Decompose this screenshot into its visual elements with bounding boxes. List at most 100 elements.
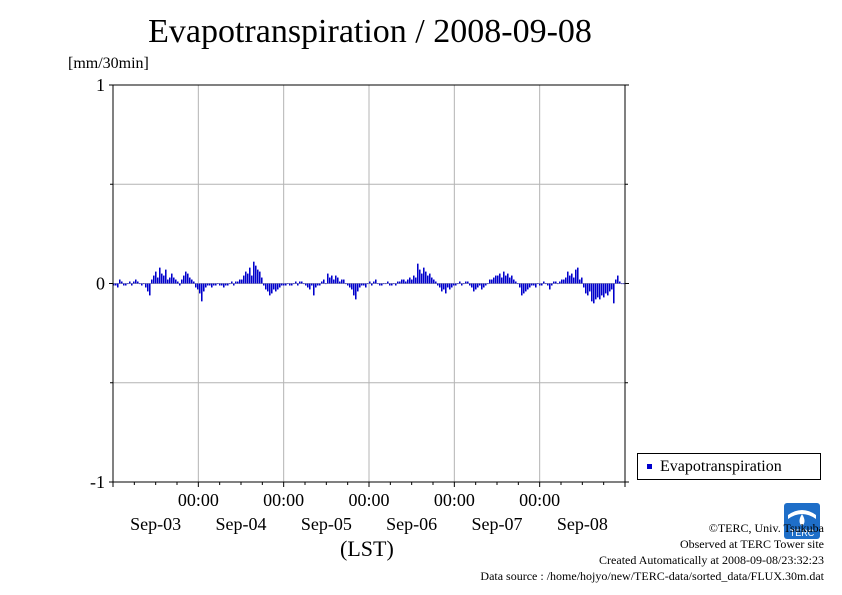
bar (593, 283, 595, 304)
bar (169, 277, 171, 284)
bar (219, 283, 221, 286)
bar (545, 283, 547, 285)
bar (543, 281, 545, 284)
y-tick-label: 1 (96, 75, 105, 95)
x-tick-label: 00:00 (178, 490, 219, 510)
bar (547, 283, 549, 286)
bar (133, 281, 135, 284)
bar (513, 279, 515, 284)
bar (293, 283, 295, 285)
bar (621, 283, 623, 285)
x-tick-label: 00:00 (434, 490, 475, 510)
bar (117, 283, 119, 288)
bar (371, 283, 373, 286)
x-date-label: Sep-05 (301, 514, 352, 534)
bar (373, 281, 375, 284)
bar (527, 283, 529, 290)
bar (495, 275, 497, 284)
bar (195, 283, 197, 288)
bar (295, 281, 297, 284)
bar (237, 281, 239, 284)
x-tick-label: 00:00 (263, 490, 304, 510)
bar (267, 283, 269, 292)
bar (489, 279, 491, 284)
bar (291, 283, 293, 286)
bar (257, 269, 259, 284)
bar (179, 283, 181, 286)
bar (611, 283, 613, 290)
bar (459, 281, 461, 284)
bar (441, 283, 443, 292)
bar (345, 283, 347, 285)
bar (449, 283, 451, 290)
bar (577, 267, 579, 284)
credit-org: ©TERC, Univ. Tsukuba (708, 521, 824, 535)
bar (499, 273, 501, 284)
bar (415, 277, 417, 284)
bar (311, 283, 313, 286)
bar (407, 279, 409, 284)
bar (341, 279, 343, 284)
bar (151, 279, 153, 284)
bar (541, 283, 543, 286)
bar (433, 279, 435, 284)
bar (197, 283, 199, 290)
bar (245, 271, 247, 284)
bar (223, 283, 225, 288)
bar (583, 283, 585, 288)
bar (327, 273, 329, 284)
bar (171, 273, 173, 284)
bar (619, 281, 621, 284)
bar (129, 281, 131, 284)
bar (137, 281, 139, 284)
bar (375, 279, 377, 284)
bar (149, 283, 151, 296)
bar (383, 283, 385, 285)
bar (501, 277, 503, 284)
bar (425, 271, 427, 284)
legend: Evapotranspiration (637, 453, 821, 480)
bar (303, 283, 305, 285)
bar (473, 283, 475, 292)
bar (461, 283, 463, 286)
bar (381, 283, 383, 286)
bar (193, 281, 195, 284)
bar (507, 273, 509, 284)
bar (511, 275, 513, 284)
bar (615, 279, 617, 284)
bar (235, 281, 237, 284)
bar (421, 273, 423, 284)
bar (331, 275, 333, 284)
bar (125, 283, 127, 286)
bar (467, 281, 469, 284)
bar (405, 281, 407, 284)
bar (431, 277, 433, 284)
bar (429, 273, 431, 284)
bar (113, 283, 115, 286)
x-tick-label: 00:00 (348, 490, 389, 510)
bar (275, 283, 277, 292)
bar (217, 283, 219, 285)
bar (393, 283, 395, 285)
bar (183, 275, 185, 284)
bar (573, 277, 575, 284)
legend-swatch (647, 464, 652, 469)
bar (259, 271, 261, 284)
credit-created: Created Automatically at 2008-09-08/23:3… (599, 553, 824, 567)
bar (485, 283, 487, 286)
bar (355, 283, 357, 300)
bar (503, 271, 505, 284)
bar (603, 283, 605, 298)
bar (481, 283, 483, 290)
bar (285, 283, 287, 286)
bar (347, 283, 349, 286)
bar (333, 279, 335, 284)
bar (565, 277, 567, 284)
bar (451, 283, 453, 288)
bar (395, 283, 397, 286)
bar (165, 269, 167, 284)
bar (323, 279, 325, 284)
bar (589, 283, 591, 292)
bar (587, 283, 589, 296)
bar (363, 283, 365, 286)
